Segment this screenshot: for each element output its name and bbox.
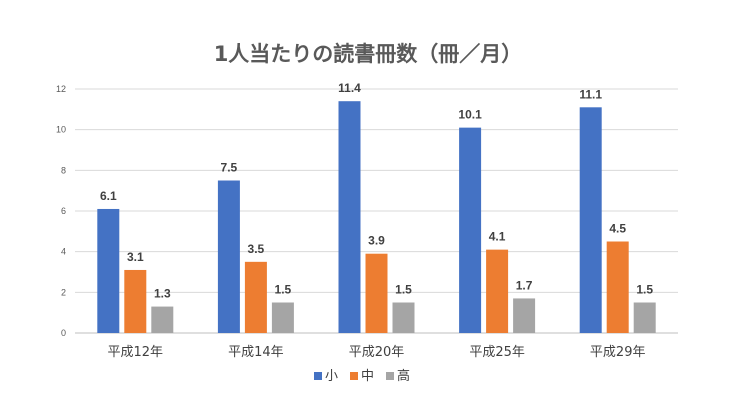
y-tick-label: 0 xyxy=(61,328,66,338)
legend-label: 中 xyxy=(361,369,374,384)
data-label: 7.5 xyxy=(221,161,238,175)
bar-高 xyxy=(392,302,415,333)
data-label: 3.1 xyxy=(127,250,144,264)
data-label: 11.1 xyxy=(579,87,602,101)
bar-高 xyxy=(513,298,536,333)
bar-高 xyxy=(151,306,174,333)
data-label: 3.9 xyxy=(368,234,385,248)
x-category-label: 平成29年 xyxy=(590,345,646,360)
y-tick-label: 10 xyxy=(56,125,66,135)
legend-label: 小 xyxy=(325,369,338,384)
bar-中 xyxy=(365,253,388,333)
data-label: 1.5 xyxy=(636,283,653,297)
data-label: 1.5 xyxy=(275,283,292,297)
bar-小 xyxy=(579,107,602,333)
y-tick-label: 8 xyxy=(61,165,66,175)
x-category-label: 平成25年 xyxy=(469,345,525,360)
data-label: 1.5 xyxy=(395,283,412,297)
bar-小 xyxy=(338,101,361,333)
legend-swatch xyxy=(314,372,322,380)
legend-swatch xyxy=(350,372,358,380)
data-label: 4.5 xyxy=(609,222,626,236)
data-label: 3.5 xyxy=(248,242,265,256)
bar-高 xyxy=(633,302,656,333)
bar-高 xyxy=(271,302,294,333)
y-tick-label: 2 xyxy=(61,287,66,297)
x-category-label: 平成14年 xyxy=(228,345,284,360)
bar-小 xyxy=(97,208,120,333)
data-label: 1.3 xyxy=(154,287,171,301)
y-tick-label: 4 xyxy=(61,247,66,257)
bar-中 xyxy=(244,261,267,333)
chart-title: 1人当たりの読書冊数（冊／月） xyxy=(213,42,523,66)
legend-swatch xyxy=(386,372,394,380)
bar-中 xyxy=(124,269,147,333)
bar-小 xyxy=(217,180,240,333)
y-tick-label: 12 xyxy=(56,84,66,94)
x-category-label: 平成12年 xyxy=(108,345,164,360)
legend-label: 高 xyxy=(397,368,410,384)
bar-中 xyxy=(486,249,509,333)
data-label: 6.1 xyxy=(100,189,117,203)
x-category-label: 平成20年 xyxy=(349,345,405,360)
data-label: 11.4 xyxy=(338,81,361,95)
bar-中 xyxy=(606,241,629,333)
y-tick-label: 6 xyxy=(61,206,66,216)
bar-小 xyxy=(459,127,482,333)
data-label: 1.7 xyxy=(516,278,533,292)
data-label: 10.1 xyxy=(458,108,482,122)
data-label: 4.1 xyxy=(489,230,506,244)
